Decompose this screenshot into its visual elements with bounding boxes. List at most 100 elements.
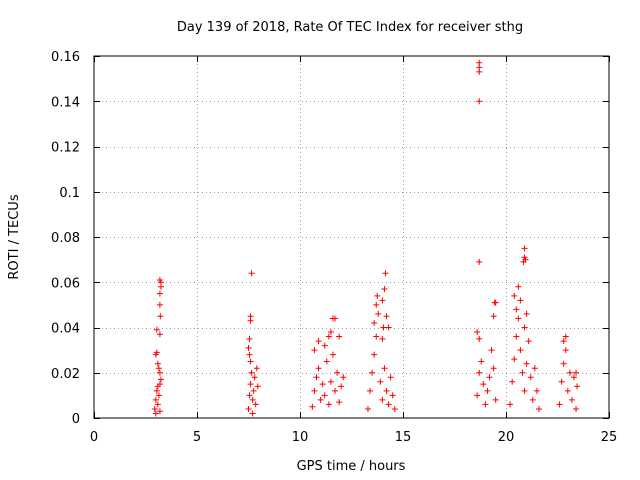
- data-point-plus: [315, 338, 322, 345]
- data-point-plus: [156, 369, 163, 376]
- data-point-plus: [323, 358, 330, 365]
- data-point-plus: [380, 324, 387, 331]
- data-points: [151, 59, 581, 417]
- x-tick-label: 5: [193, 430, 201, 445]
- data-point-plus: [371, 351, 378, 358]
- data-point-plus: [525, 338, 532, 345]
- data-point-plus: [529, 396, 536, 403]
- data-point-plus: [156, 381, 163, 388]
- data-point-plus: [321, 342, 328, 349]
- data-point-plus: [476, 258, 483, 265]
- x-axis-label: GPS time / hours: [297, 459, 406, 474]
- data-point-plus: [513, 306, 520, 313]
- data-point-plus: [375, 310, 382, 317]
- data-point-plus: [155, 392, 162, 399]
- data-point-plus: [570, 374, 577, 381]
- data-point-plus: [154, 360, 161, 367]
- data-point-plus: [533, 387, 540, 394]
- data-point-plus: [482, 401, 489, 408]
- data-point-plus: [364, 405, 371, 412]
- data-point-plus: [387, 374, 394, 381]
- data-point-plus: [573, 369, 580, 376]
- data-point-plus: [513, 333, 520, 340]
- data-point-plus: [311, 387, 318, 394]
- data-point-plus: [379, 335, 386, 342]
- data-point-plus: [535, 405, 542, 412]
- data-point-plus: [521, 324, 528, 331]
- data-point-plus: [246, 392, 253, 399]
- data-point-plus: [152, 410, 159, 417]
- data-point-plus: [311, 347, 318, 354]
- data-point-plus: [247, 358, 254, 365]
- data-point-plus: [315, 365, 322, 372]
- data-point-plus: [340, 374, 347, 381]
- data-point-plus: [327, 378, 334, 385]
- data-point-plus: [156, 331, 163, 338]
- x-tick-label: 15: [395, 430, 412, 445]
- data-point-plus: [492, 299, 499, 306]
- data-point-plus: [523, 360, 530, 367]
- data-point-plus: [254, 383, 261, 390]
- grid-lines: [94, 56, 609, 418]
- data-point-plus: [381, 286, 388, 293]
- data-point-plus: [556, 401, 563, 408]
- plot-frame: [93, 55, 610, 419]
- data-point-plus: [336, 333, 343, 340]
- x-axis-tick-labels: 0 5 10 15 20 25: [90, 430, 617, 445]
- data-point-plus: [332, 315, 339, 322]
- data-point-plus: [488, 347, 495, 354]
- data-point-plus: [334, 369, 341, 376]
- data-point-plus: [558, 378, 565, 385]
- data-point-plus: [564, 387, 571, 394]
- data-point-plus: [329, 351, 336, 358]
- data-point-plus: [531, 365, 538, 372]
- data-point-plus: [247, 381, 254, 388]
- data-point-plus: [246, 351, 253, 358]
- data-point-plus: [151, 405, 158, 412]
- data-point-plus: [519, 369, 526, 376]
- data-point-plus: [478, 358, 485, 365]
- data-point-plus: [156, 276, 163, 283]
- data-point-plus: [248, 369, 255, 376]
- data-point-plus: [336, 399, 343, 406]
- data-point-plus: [379, 297, 386, 304]
- y-tick-label: 0.12: [51, 141, 80, 156]
- data-point-plus: [369, 369, 376, 376]
- data-point-plus: [476, 335, 483, 342]
- data-point-plus: [250, 387, 257, 394]
- data-point-plus: [507, 401, 514, 408]
- data-point-plus: [153, 349, 160, 356]
- y-tick-label: 0.04: [51, 322, 80, 337]
- y-axis-label: ROTI / TECUs: [7, 194, 22, 279]
- data-point-plus: [252, 401, 259, 408]
- data-point-plus: [153, 326, 160, 333]
- data-point-plus: [511, 292, 518, 299]
- data-point-plus: [245, 344, 252, 351]
- data-point-plus: [476, 369, 483, 376]
- data-point-plus: [156, 408, 163, 415]
- data-point-plus: [509, 378, 516, 385]
- data-point-plus: [560, 360, 567, 367]
- y-tick-label: 0.14: [51, 95, 80, 110]
- data-point-plus: [490, 365, 497, 372]
- data-point-plus: [521, 245, 528, 252]
- data-point-plus: [560, 338, 567, 345]
- data-point-plus: [574, 383, 581, 390]
- data-point-plus: [382, 270, 389, 277]
- x-tick-label: 10: [292, 430, 309, 445]
- data-point-plus: [247, 313, 254, 320]
- data-point-plus: [523, 310, 530, 317]
- data-point-plus: [153, 387, 160, 394]
- data-point-plus: [249, 396, 256, 403]
- data-point-plus: [385, 324, 392, 331]
- data-point-plus: [325, 401, 332, 408]
- y-axis-tick-labels: 0 0.02 0.04 0.06 0.08 0.1 0.12 0.14 0.16: [51, 50, 80, 427]
- data-point-plus: [379, 396, 386, 403]
- y-tick-label: 0.1: [59, 186, 80, 201]
- data-point-plus: [383, 387, 390, 394]
- data-point-plus: [476, 59, 483, 66]
- data-point-plus: [371, 319, 378, 326]
- data-point-plus: [317, 396, 324, 403]
- data-point-plus: [486, 374, 493, 381]
- axis-ticks: [94, 56, 610, 419]
